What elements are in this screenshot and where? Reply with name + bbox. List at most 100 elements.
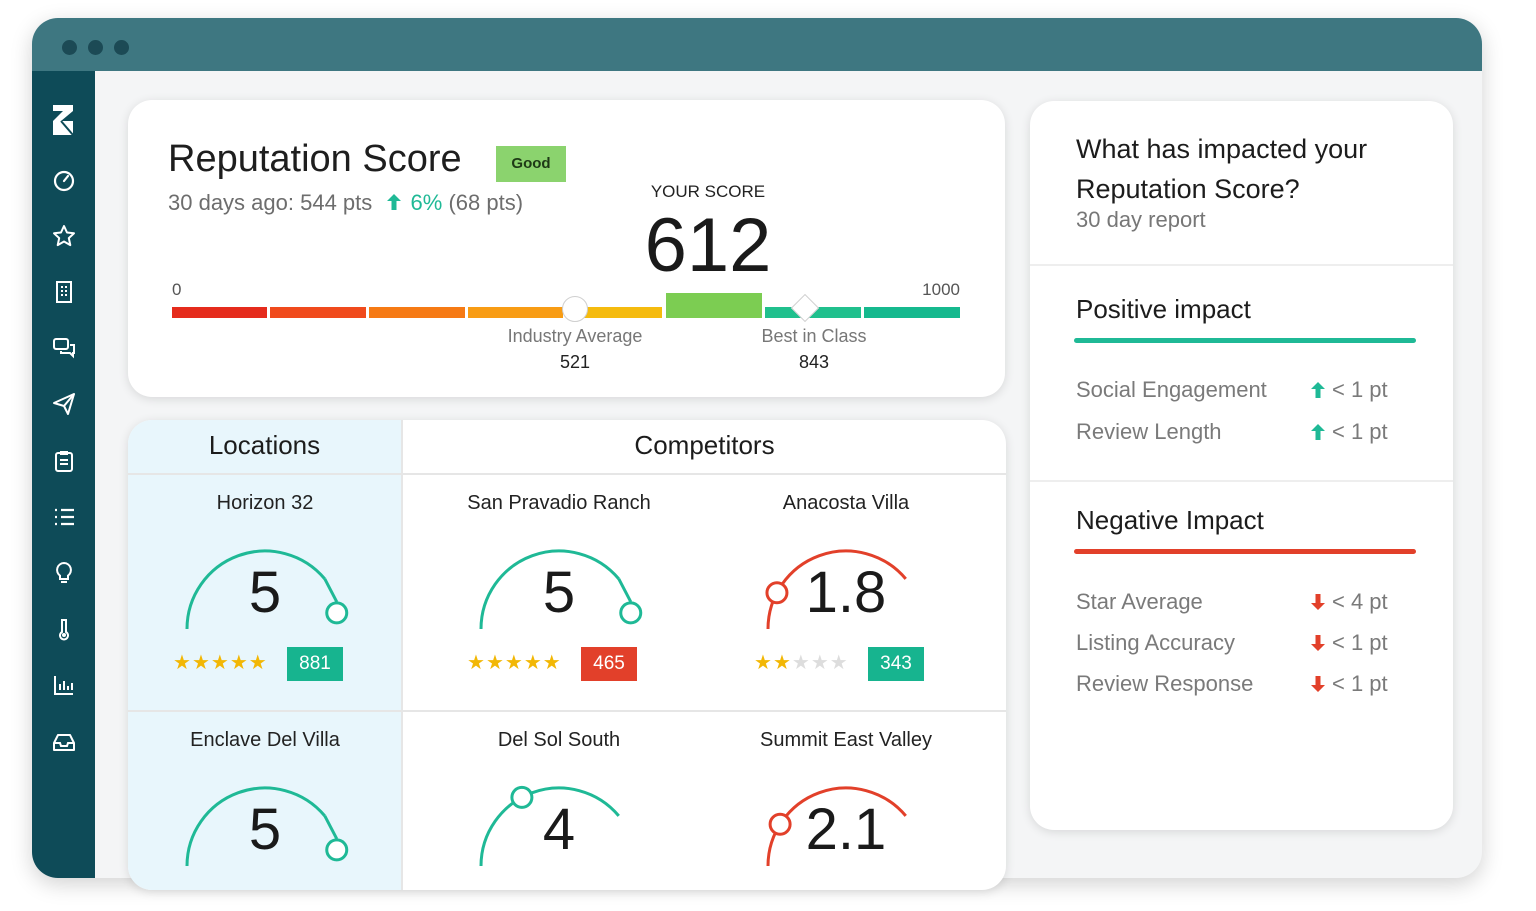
gauge-arc <box>185 549 326 630</box>
window-dot-icon[interactable] <box>88 40 103 55</box>
score-change-points: (68 pts) <box>448 190 524 215</box>
rating-gauge <box>479 549 643 630</box>
gauge-knob <box>765 581 789 605</box>
scale-segment <box>270 307 366 318</box>
location-name: Del Sol South <box>497 729 621 751</box>
location-name: Summit East Valley <box>760 729 932 751</box>
industry-average-label: Industry Average <box>507 326 643 346</box>
chat-icon[interactable] <box>51 335 77 361</box>
lightbulb-icon[interactable] <box>51 560 77 586</box>
logo-icon[interactable] <box>51 103 77 136</box>
tab-competitors[interactable]: Competitors <box>634 430 775 460</box>
star-rating: ★★★★★ <box>467 650 562 675</box>
negative-impact-title: Negative Impact <box>1076 505 1264 535</box>
rating-value: 1.8 <box>805 560 887 625</box>
divider <box>1030 264 1453 266</box>
star-icon: ★ <box>467 652 486 674</box>
star-icon: ★ <box>504 652 524 674</box>
arrow-up-icon <box>1311 382 1325 398</box>
impact-value: < 1 pt <box>1308 377 1388 403</box>
impact-name: Star Average <box>1076 589 1203 614</box>
gauge-knob <box>325 601 349 625</box>
locations-competitors-card: Locations Competitors Horizon 32 5 ★★★★★ 88… <box>128 420 1006 890</box>
star-icon: ★ <box>229 652 249 674</box>
gauge-arc <box>766 786 907 867</box>
previous-score: 30 days ago: 544 pts 6% (68 pts) <box>168 190 523 216</box>
window-dot-icon[interactable] <box>114 40 129 55</box>
star-icon: ★ <box>542 652 562 674</box>
impact-value-text: < 1 pt <box>1332 671 1388 696</box>
scale-segment <box>566 307 662 318</box>
gauge-knob <box>768 812 792 836</box>
star-icon[interactable] <box>51 223 77 249</box>
scale-segment <box>864 307 960 318</box>
impact-name: Social Engagement <box>1076 377 1267 402</box>
list-icon[interactable] <box>51 504 77 530</box>
star-icon: ★ <box>173 652 192 674</box>
previous-score-text: 30 days ago: 544 pts <box>168 190 373 215</box>
best-in-class-value: 843 <box>798 352 830 372</box>
gauge-arc <box>479 549 620 630</box>
scale-segment <box>369 307 465 318</box>
star-icon: ★ <box>829 652 849 674</box>
industry-average-value: 521 <box>559 352 591 372</box>
impact-card: What has impacted your Reputation Score?… <box>1030 101 1453 830</box>
impact-subtitle: 30 day report <box>1076 207 1206 232</box>
star-icon: ★ <box>210 652 230 674</box>
your-score-label: YOUR SCORE <box>650 182 766 201</box>
scale-max: 1000 <box>922 280 960 299</box>
rating-value: 5 <box>248 560 282 625</box>
review-count-badge: 465 <box>581 647 637 681</box>
arrow-up-icon <box>1311 424 1325 440</box>
row-divider <box>128 710 1006 712</box>
arrow-down-icon <box>1311 676 1325 692</box>
star-icon: ★ <box>791 652 811 674</box>
negative-impact-bar <box>1074 549 1416 554</box>
window-dot-icon[interactable] <box>62 40 77 55</box>
send-icon[interactable] <box>51 391 77 417</box>
impact-value-text: < 1 pt <box>1332 377 1388 402</box>
sidebar <box>32 71 95 878</box>
column-divider <box>401 420 403 890</box>
gauge-knob <box>619 601 643 625</box>
thermometer-icon[interactable] <box>51 616 77 642</box>
impact-value: < 1 pt <box>1308 630 1388 656</box>
page-title: Reputation Score <box>168 138 462 180</box>
score-change-percent: 6% <box>410 190 443 215</box>
best-in-class-label: Best in Class <box>761 326 867 346</box>
your-score-value: 612 <box>644 203 772 288</box>
divider <box>1030 480 1453 482</box>
arrow-down-icon <box>1311 635 1325 651</box>
rating-value: 4 <box>542 797 576 862</box>
score-change: 6% <box>378 190 442 215</box>
building-icon[interactable] <box>51 279 77 305</box>
inbox-icon[interactable] <box>51 729 77 755</box>
impact-name: Review Length <box>1076 419 1222 444</box>
star-icon: ★ <box>754 652 773 674</box>
impact-name: Listing Accuracy <box>1076 630 1235 655</box>
status-badge: Good <box>496 146 566 182</box>
star-rating: ★★★★★ <box>173 650 268 675</box>
star-icon: ★ <box>523 652 543 674</box>
arrow-down-icon <box>1311 594 1325 610</box>
positive-impact-title: Positive impact <box>1076 294 1251 324</box>
locations-column <box>128 420 401 890</box>
impact-value: < 1 pt <box>1308 419 1388 445</box>
clipboard-icon[interactable] <box>51 448 77 474</box>
arrow-up-icon <box>387 194 402 210</box>
review-count-badge: 343 <box>868 647 924 681</box>
location-name: Anacosta Villa <box>782 492 910 514</box>
dashboard-icon[interactable] <box>51 167 77 193</box>
title-bar <box>32 18 1482 71</box>
bar-chart-icon[interactable] <box>51 672 77 698</box>
tab-locations[interactable]: Locations <box>208 430 321 460</box>
gauge-knob <box>325 838 349 862</box>
industry-average-marker[interactable] <box>562 296 588 322</box>
gauge-arc <box>185 786 326 867</box>
rating-value: 5 <box>248 797 282 862</box>
star-rating: ★★★★★ <box>754 650 849 675</box>
header-divider <box>128 473 1006 475</box>
star-icon: ★ <box>810 652 830 674</box>
impact-value: < 1 pt <box>1308 671 1388 697</box>
rating-gauge <box>766 786 907 867</box>
